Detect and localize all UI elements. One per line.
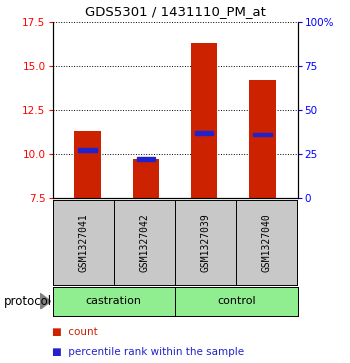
Polygon shape: [40, 293, 51, 309]
Bar: [78, 148, 97, 152]
Title: GDS5301 / 1431110_PM_at: GDS5301 / 1431110_PM_at: [85, 5, 265, 18]
Text: ■  count: ■ count: [52, 327, 98, 337]
Bar: [133, 159, 159, 198]
Bar: [253, 132, 272, 136]
Bar: [136, 157, 155, 161]
Bar: [74, 131, 101, 198]
Text: castration: castration: [86, 296, 142, 306]
Text: ■  percentile rank within the sample: ■ percentile rank within the sample: [52, 347, 245, 357]
Bar: [195, 131, 214, 135]
Text: GSM1327039: GSM1327039: [201, 213, 211, 272]
Text: GSM1327040: GSM1327040: [262, 213, 272, 272]
Text: GSM1327041: GSM1327041: [78, 213, 88, 272]
Text: protocol: protocol: [4, 295, 52, 308]
Text: control: control: [217, 296, 256, 306]
Bar: [191, 43, 217, 198]
Text: GSM1327042: GSM1327042: [139, 213, 149, 272]
Bar: [249, 80, 276, 198]
